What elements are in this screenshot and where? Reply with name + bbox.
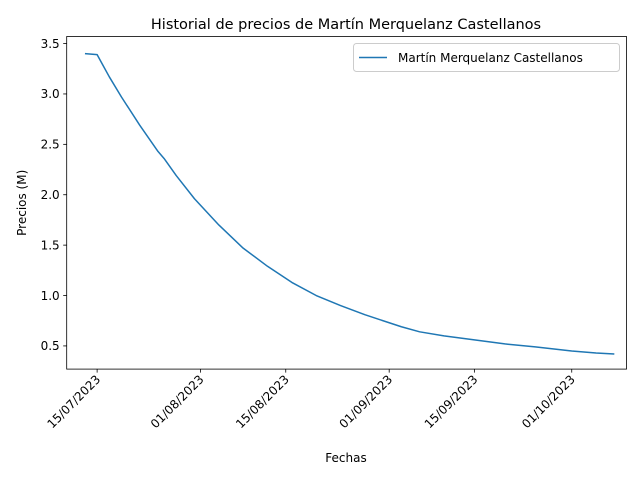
y-tick-label: 0.5 [41, 339, 60, 353]
x-tick-label: 15/09/2023 [422, 372, 481, 431]
legend-label: Martín Merquelanz Castellanos [398, 51, 583, 65]
y-axis: 0.5 1.0 1.5 2.0 2.5 3.0 3.5 [41, 37, 67, 353]
x-tick-label: 01/10/2023 [519, 372, 578, 431]
y-tick-label: 1.0 [41, 289, 60, 303]
x-tick-label: 01/08/2023 [148, 372, 207, 431]
x-tick-label: 15/08/2023 [233, 372, 292, 431]
chart-title: Historial de precios de Martín Merquelan… [151, 17, 541, 33]
series-line [84, 52, 615, 355]
legend-box [353, 43, 620, 72]
y-tick-label: 3.0 [41, 87, 60, 101]
legend: Martín Merquelanz Castellanos [353, 43, 620, 72]
x-tick-label: 01/09/2023 [337, 372, 396, 431]
y-tick-label: 2.0 [41, 188, 60, 202]
y-tick-label: 2.5 [41, 138, 60, 152]
x-axis: 15/07/2023 01/08/2023 15/08/2023 01/09/2023… [44, 369, 578, 431]
y-axis-label: Precios (M) [15, 170, 29, 236]
x-axis-label: Fechas [325, 451, 366, 465]
y-tick-label: 1.5 [41, 238, 60, 252]
x-tick-label: 15/07/2023 [44, 372, 103, 431]
plot-area [66, 36, 627, 370]
series-layer [84, 52, 615, 355]
y-tick-label: 3.5 [41, 37, 60, 51]
